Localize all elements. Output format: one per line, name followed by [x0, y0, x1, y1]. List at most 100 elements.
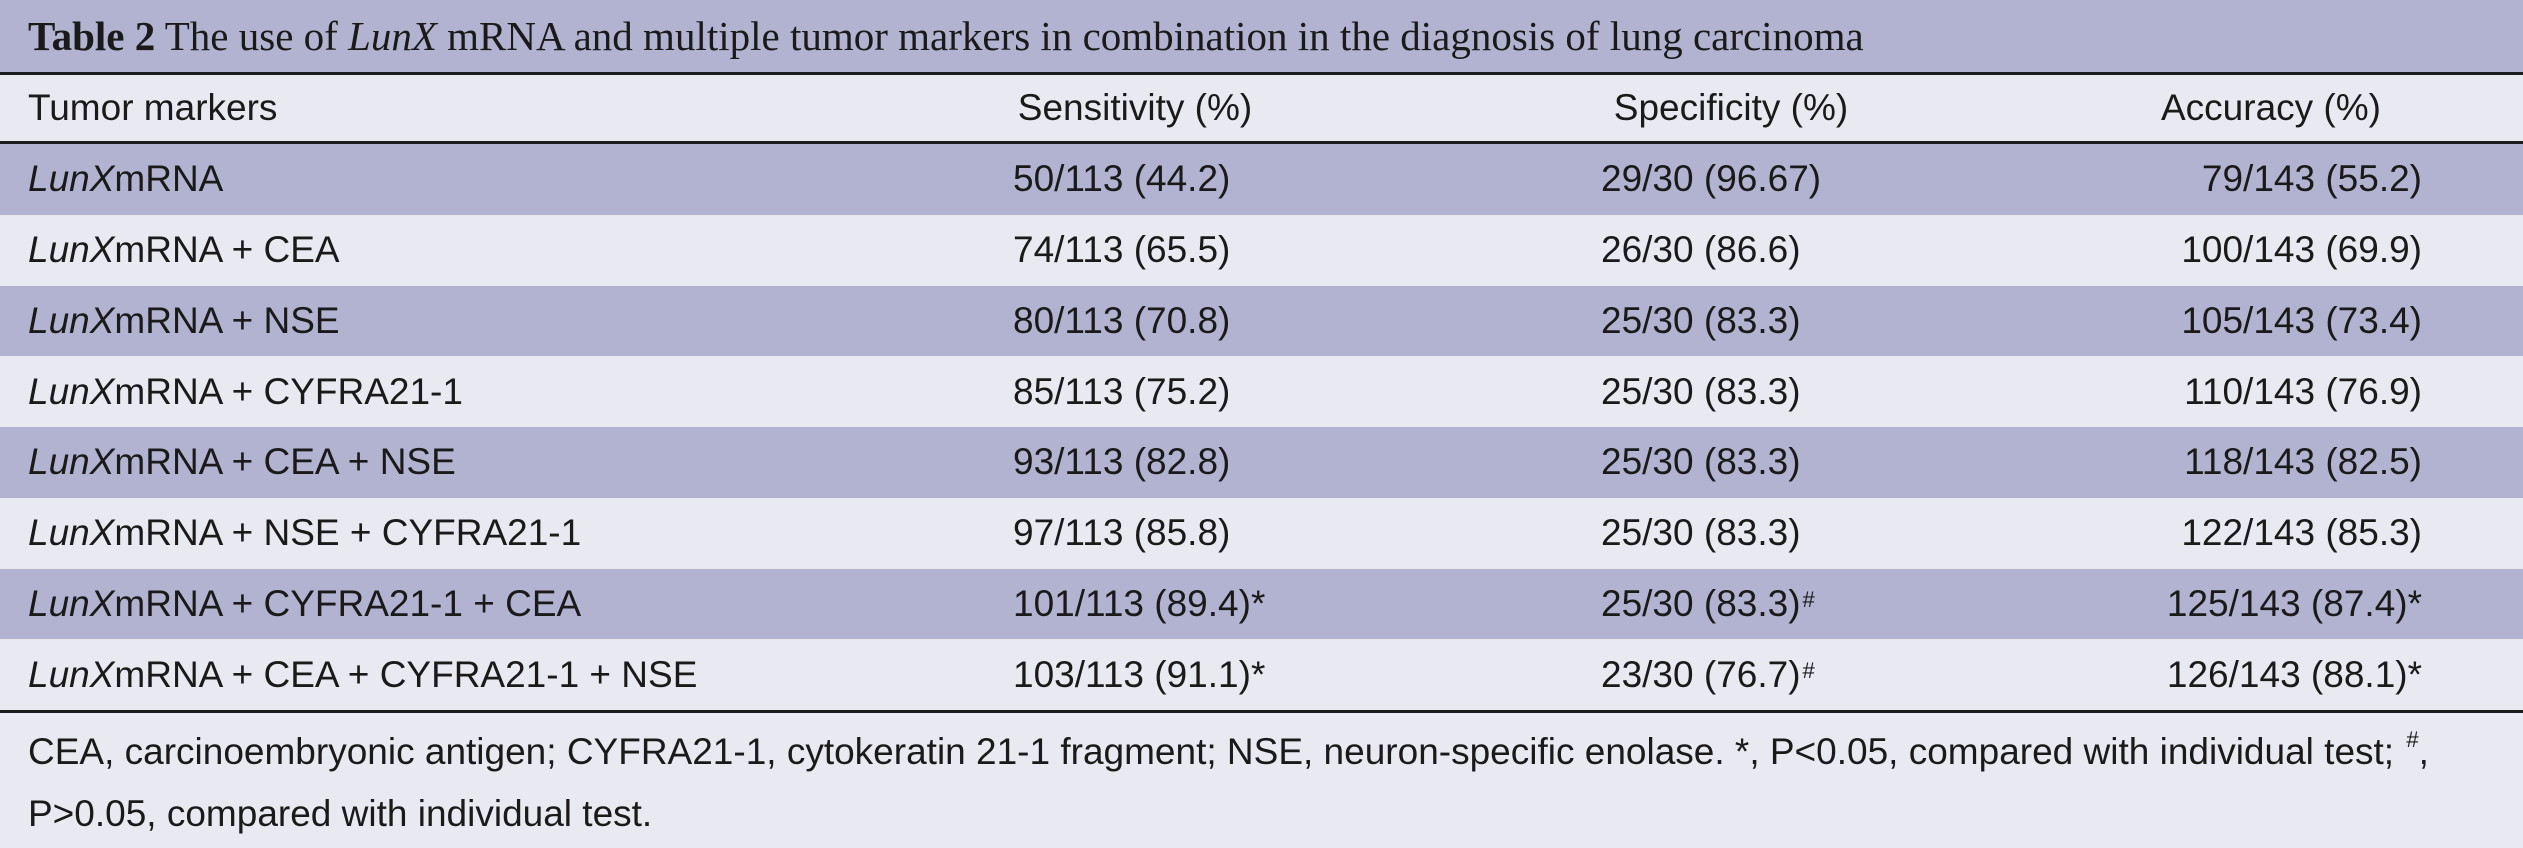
header-tumor-markers: Tumor markers — [28, 87, 278, 128]
sensitivity-value: 101/113 (89.4) — [1013, 582, 1251, 624]
specificity-value: 29/30 (96.67) — [1601, 158, 1822, 200]
accuracy-value: 126/143 (88.1) — [2166, 653, 2408, 695]
sensitivity-cell: 101/113 (89.4) * — [1013, 569, 1265, 640]
table-row: LunX mRNA + CEA + NSE 93/113 (82.8) 25/30 … — [0, 427, 2523, 498]
header-accuracy: Accuracy (%) — [2161, 87, 2381, 128]
table-row: LunX mRNA + CEA + CYFRA21-1 + NSE 103/113… — [0, 639, 2523, 710]
gene-name: LunX — [28, 441, 115, 483]
specificity-cell: 23/30 (76.7) # — [1601, 653, 1815, 695]
tumor-marker-cell: LunX mRNA + CEA — [28, 215, 340, 286]
header-specificity: Specificity (%) — [1613, 87, 1849, 128]
table-row: LunX mRNA 50/113 (44.2) 29/30 (96.67) 79/14… — [0, 144, 2523, 215]
tumor-marker-cell: LunX mRNA + NSE — [28, 286, 340, 357]
specificity-value: 25/30 (83.3) — [1601, 370, 1801, 412]
accuracy-cell: 125/143 (87.4) * — [2130, 569, 2422, 640]
accuracy-value: 105/143 (73.4) — [2181, 299, 2422, 341]
table-header-row: Tumor markers Sensitivity (%) Specificit… — [0, 75, 2523, 141]
accuracy-value: 118/143 (82.5) — [2184, 441, 2422, 483]
tumor-marker-cell: LunX mRNA + CYFRA21-1 + CEA — [28, 569, 581, 640]
significance-mark: * — [2407, 653, 2422, 695]
sensitivity-cell: 97/113 (85.8) — [1013, 498, 1230, 569]
marker-combination: mRNA + CEA + NSE — [114, 441, 456, 483]
specificity-value: 25/30 (83.3) — [1601, 441, 1801, 483]
table-body: LunX mRNA 50/113 (44.2) 29/30 (96.67) 79/14… — [0, 144, 2523, 710]
gene-name: LunX — [28, 512, 115, 554]
gene-name: LunX — [28, 582, 115, 624]
specificity-cell: 25/30 (83.3) # — [1601, 582, 1815, 624]
specificity-value: 25/30 (83.3) — [1601, 512, 1801, 554]
accuracy-cell: 79/143 (55.2) — [2130, 144, 2422, 215]
specificity-cell: 25/30 (83.3) — [1601, 286, 1803, 357]
table-row: LunX mRNA + CYFRA21-1 85/113 (75.2) 25/30 … — [0, 356, 2523, 427]
caption-text-after: mRNA and multiple tumor markers in combi… — [436, 13, 1864, 59]
specificity-value: 25/30 (83.3) — [1601, 299, 1801, 341]
marker-combination: mRNA + CEA — [114, 229, 340, 271]
table-row: LunX mRNA + CYFRA21-1 + CEA 101/113 (89.4… — [0, 568, 2523, 640]
sensitivity-value: 50/113 (44.2) — [1013, 158, 1231, 200]
caption-text-before: The use of — [155, 13, 349, 59]
accuracy-value: 122/143 (85.3) — [2181, 512, 2422, 554]
sensitivity-value: 80/113 (70.8) — [1013, 299, 1231, 341]
accuracy-cell: 110/143 (76.9) — [2130, 356, 2422, 427]
sensitivity-cell: 103/113 (91.1) * — [1013, 639, 1265, 710]
marker-combination: mRNA — [114, 158, 224, 200]
header-sensitivity: Sensitivity (%) — [1017, 87, 1253, 128]
accuracy-cell: 122/143 (85.3) — [2130, 498, 2422, 569]
specificity-cell: 25/30 (83.3) — [1601, 356, 1803, 427]
gene-name: LunX — [28, 299, 115, 341]
significance-mark: * — [1250, 653, 1266, 695]
accuracy-cell: 118/143 (82.5) — [2130, 427, 2422, 498]
caption-gene-name: LunX — [348, 13, 437, 59]
table-row: LunX mRNA + NSE 80/113 (70.8) 25/30 (83.3)… — [0, 285, 2523, 357]
tumor-marker-cell: LunX mRNA + CEA + NSE — [28, 427, 456, 498]
gene-name: LunX — [28, 370, 115, 412]
gene-name: LunX — [28, 229, 115, 271]
gene-name: LunX — [28, 653, 115, 695]
tumor-marker-cell: LunX mRNA — [28, 144, 223, 215]
significance-mark: * — [2407, 582, 2422, 624]
footnote-text-2: , P>0.05, compared with individual test. — [28, 731, 2429, 834]
table-footnote: CEA, carcinoembryonic antigen; CYFRA21-1… — [0, 713, 2523, 848]
accuracy-cell: 105/143 (73.4) — [2130, 286, 2422, 357]
top-rule — [0, 72, 2523, 75]
footnote-text-1: CEA, carcinoembryonic antigen; CYFRA21-1… — [28, 731, 2405, 772]
sensitivity-value: 97/113 (85.8) — [1013, 512, 1231, 554]
header-rule — [0, 141, 2523, 144]
specificity-cell: 25/30 (83.3) — [1601, 427, 1803, 498]
sensitivity-value: 93/113 (82.8) — [1013, 441, 1231, 483]
specificity-cell: 26/30 (86.6) — [1601, 215, 1803, 286]
marker-combination: mRNA + CYFRA21-1 + CEA — [114, 582, 582, 624]
specificity-value: 26/30 (86.6) — [1601, 229, 1801, 271]
accuracy-cell: 100/143 (69.9) — [2130, 215, 2422, 286]
marker-combination: mRNA + NSE + CYFRA21-1 — [114, 512, 582, 554]
significance-mark: * — [1250, 582, 1266, 624]
accuracy-value: 100/143 (69.9) — [2181, 229, 2422, 271]
specificity-cell: 25/30 (83.3) — [1601, 498, 1803, 569]
table-row: LunX mRNA + NSE + CYFRA21-1 97/113 (85.8)… — [0, 497, 2523, 569]
table-row: LunX mRNA + CEA 74/113 (65.5) 26/30 (86.6)… — [0, 214, 2523, 286]
gene-name: LunX — [28, 158, 115, 200]
table-label: Table 2 — [28, 13, 156, 59]
accuracy-value: 110/143 (76.9) — [2184, 370, 2422, 412]
sensitivity-cell: 50/113 (44.2) — [1013, 144, 1230, 215]
marker-combination: mRNA + NSE — [114, 299, 340, 341]
accuracy-value: 125/143 (87.4) — [2166, 582, 2408, 624]
sensitivity-cell: 74/113 (65.5) — [1013, 215, 1230, 286]
sensitivity-cell: 85/113 (75.2) — [1013, 356, 1230, 427]
accuracy-cell: 126/143 (88.1) * — [2130, 639, 2422, 710]
table-caption: Table 2 The use of LunX mRNA and multipl… — [0, 0, 2523, 72]
bottom-rule — [0, 710, 2523, 713]
accuracy-value: 79/143 (55.2) — [2201, 158, 2422, 200]
tumor-marker-cell: LunX mRNA + CYFRA21-1 — [28, 356, 463, 427]
tumor-marker-cell: LunX mRNA + CEA + CYFRA21-1 + NSE — [28, 639, 697, 710]
footnote-hash-mark: # — [2406, 726, 2419, 752]
marker-combination: mRNA + CEA + CYFRA21-1 + NSE — [114, 653, 698, 695]
tumor-marker-cell: LunX mRNA + NSE + CYFRA21-1 — [28, 498, 581, 569]
marker-combination: mRNA + CYFRA21-1 — [114, 370, 463, 412]
sensitivity-value: 85/113 (75.2) — [1013, 370, 1231, 412]
specificity-cell: 29/30 (96.67) — [1601, 144, 1823, 215]
sensitivity-value: 103/113 (91.1) — [1013, 653, 1251, 695]
sensitivity-cell: 93/113 (82.8) — [1013, 427, 1230, 498]
specificity-value: 23/30 (76.7) — [1601, 653, 1801, 695]
